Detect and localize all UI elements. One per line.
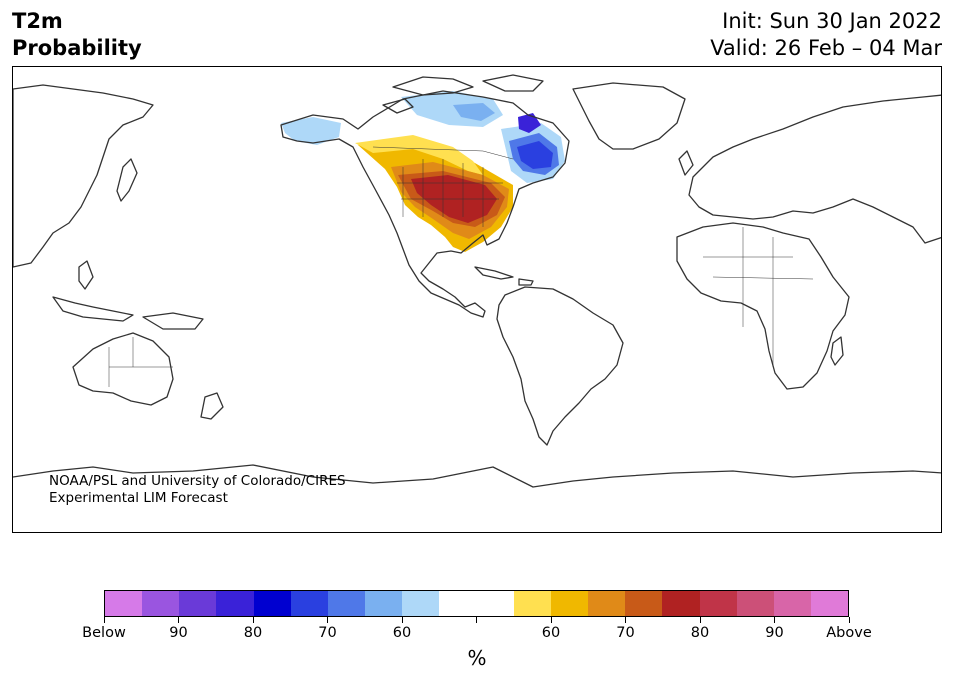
colorbar-segment <box>773 591 811 616</box>
colorbar-segment <box>662 591 700 616</box>
africa-borders <box>703 227 814 367</box>
colorbar-tick-label: 70 <box>318 625 337 641</box>
map-canvas <box>13 74 941 488</box>
colorbar-tick-label: 60 <box>541 625 561 641</box>
landmass-caribbean <box>474 266 534 286</box>
us-state-lines <box>397 159 503 227</box>
colorbar-segment <box>216 591 254 616</box>
landmass-south-america <box>496 286 624 446</box>
colorbar-tick-label: Above <box>826 625 872 641</box>
landmass-antarctica <box>13 464 941 488</box>
variable-title: T2m <box>12 9 63 33</box>
landmass-japan <box>116 158 138 202</box>
anomaly-shading <box>281 91 565 252</box>
colorbar-tick-label: 90 <box>169 625 188 641</box>
colorbar-tick-label: 80 <box>690 625 710 641</box>
colorbar-tick-label: 70 <box>616 625 635 641</box>
init-date: Init: Sun 30 Jan 2022 <box>722 9 942 33</box>
landmass-eurasia-west <box>13 84 154 268</box>
landmass-indonesia <box>52 296 204 330</box>
colorbar-segment <box>142 591 180 616</box>
credit-line-2: Experimental LIM Forecast <box>49 490 228 506</box>
colorbar-unit-label: % <box>467 646 487 670</box>
landmass-australia <box>72 332 174 406</box>
colorbar-segment <box>439 591 477 616</box>
colorbar-tick <box>625 617 626 623</box>
us-canada-border <box>372 146 514 160</box>
landmass-philippines <box>78 260 94 290</box>
colorbar-segment <box>290 591 328 616</box>
colorbar-tick <box>401 617 403 623</box>
colorbar-segment <box>476 591 514 616</box>
colorbar-segment <box>179 591 217 616</box>
colorbar-tick <box>476 617 477 623</box>
colorbar-segment <box>699 591 737 616</box>
landmass-new-zealand <box>200 392 224 420</box>
colorbar-segment <box>513 591 551 616</box>
landmass-eurasia-east <box>688 94 941 244</box>
colorbar-tick <box>178 617 179 623</box>
anomaly-region-alaska <box>281 117 341 145</box>
landmass-uk <box>678 150 694 176</box>
borders <box>108 146 814 387</box>
colorbar-tick <box>774 617 775 623</box>
colorbar-segment <box>588 591 626 616</box>
colorbar-tick-label: Below <box>82 625 126 641</box>
colorbar-tick-label: 60 <box>392 625 412 641</box>
colorbar-tick-label: 90 <box>765 625 784 641</box>
subtitle: Probability <box>12 36 142 60</box>
colorbar-tick <box>699 617 701 623</box>
anomaly-region-prairies <box>355 135 483 175</box>
coastlines <box>13 74 941 488</box>
colorbar-segment <box>365 591 403 616</box>
colorbar-segment <box>105 591 143 616</box>
colorbar-tick <box>550 617 552 623</box>
credit-text: NOAA/PSL and University of Colorado/CIRE… <box>49 473 346 507</box>
colorbar-segment <box>327 591 366 616</box>
colorbar-tick <box>848 617 850 623</box>
valid-range: Valid: 26 Feb – 04 Mar <box>710 36 942 60</box>
credit-line-1: NOAA/PSL and University of Colorado/CIRE… <box>49 473 346 489</box>
colorbar-segment <box>736 591 774 616</box>
colorbar-tick <box>103 617 105 623</box>
anomaly-region-quebec-core <box>517 141 553 169</box>
colorbar-tick <box>252 617 254 623</box>
colorbar-tick-label: 80 <box>243 625 263 641</box>
colorbar-segment <box>253 591 291 616</box>
landmass-africa <box>676 222 850 390</box>
colorbar-tick <box>327 617 328 623</box>
anomaly-region-arctic-canada-mid <box>453 103 495 121</box>
landmass-greenland <box>572 82 686 150</box>
map-title-block: T2m Probability <box>12 8 142 62</box>
colorbar-segment <box>550 591 589 616</box>
australia-borders <box>108 337 173 387</box>
colorbar-segment <box>810 591 849 616</box>
colorbar <box>104 590 849 617</box>
colorbar-segment <box>402 591 440 616</box>
landmass-madagascar <box>830 336 844 366</box>
landmass-north-america <box>280 90 570 318</box>
landmass-arctic-islands <box>382 74 544 114</box>
world-map <box>12 66 942 533</box>
colorbar-segment <box>625 591 663 616</box>
date-block: Init: Sun 30 Jan 2022 Valid: 26 Feb – 04… <box>710 8 942 62</box>
